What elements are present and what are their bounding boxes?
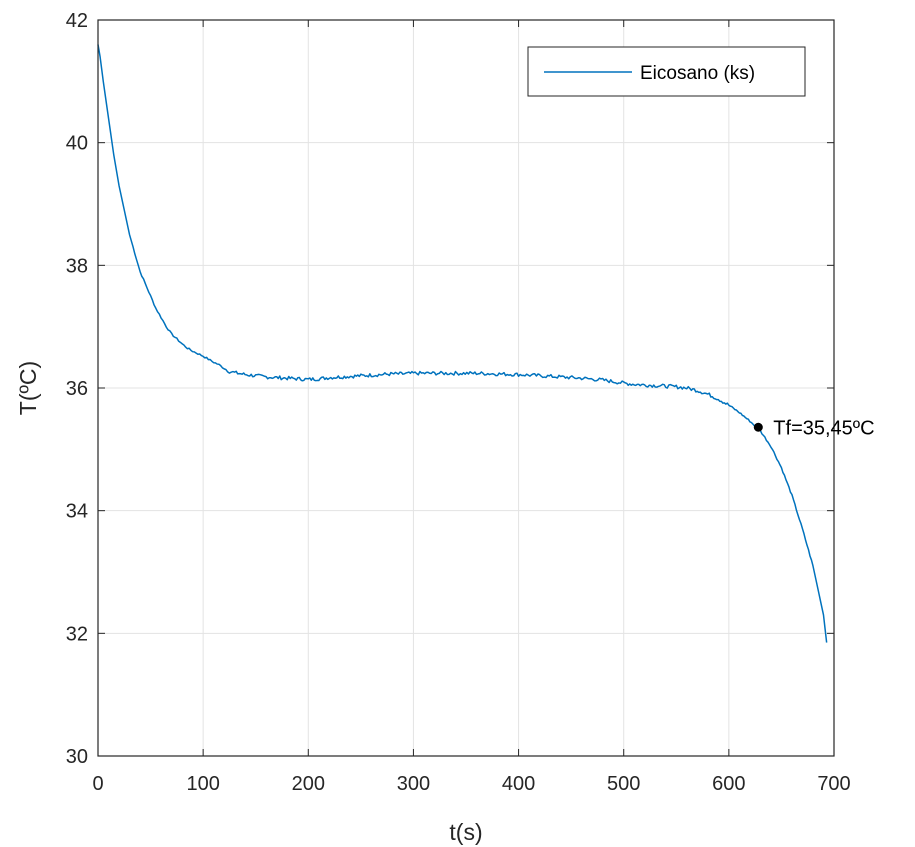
y-tick-label: 36 bbox=[66, 378, 88, 400]
y-tick-label: 40 bbox=[66, 133, 88, 155]
annotation-label: Tf=35,45ºC bbox=[773, 417, 874, 439]
y-tick-label: 32 bbox=[66, 623, 88, 645]
series-line bbox=[97, 44, 828, 643]
legend-label: Eicosano (ks) bbox=[640, 63, 755, 84]
x-tick-label: 600 bbox=[712, 773, 745, 795]
legend: Eicosano (ks) bbox=[527, 46, 806, 97]
y-axis-label: T(ºC) bbox=[15, 361, 41, 415]
annotation-marker bbox=[753, 422, 763, 432]
y-tick-label: 30 bbox=[66, 746, 88, 768]
annotations: Tf=35,45ºC bbox=[753, 417, 875, 439]
x-tick-label: 400 bbox=[502, 773, 535, 795]
x-tick-label: 700 bbox=[817, 773, 850, 795]
y-tick-label: 34 bbox=[66, 501, 88, 523]
y-tick-label: 38 bbox=[66, 255, 88, 277]
series-layer bbox=[97, 44, 828, 643]
ticks: 0 100 200 300 400 500 600 700 30 32 34 36 38 40 42 bbox=[66, 10, 851, 795]
x-tick-label: 200 bbox=[292, 773, 325, 795]
x-tick-label: 500 bbox=[607, 773, 640, 795]
y-tick-label: 42 bbox=[66, 10, 88, 32]
x-tick-label: 300 bbox=[397, 773, 430, 795]
x-tick-label: 0 bbox=[92, 773, 103, 795]
x-axis-label: t(s) bbox=[449, 819, 482, 845]
x-tick-label: 100 bbox=[186, 773, 219, 795]
